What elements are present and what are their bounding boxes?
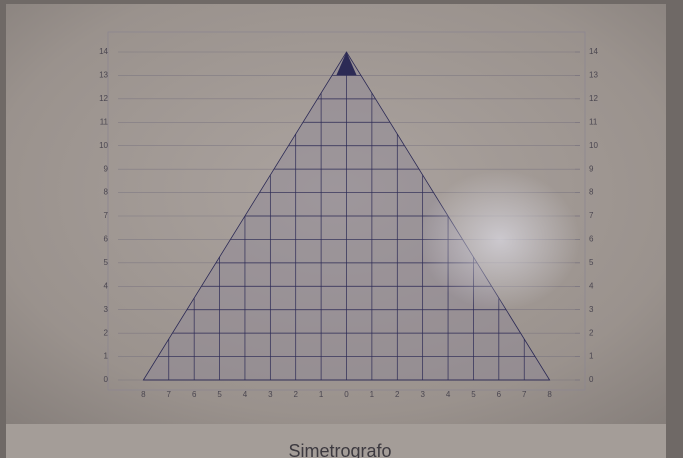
y2-tick-label: 3 — [589, 305, 594, 314]
y-tick-label: 10 — [99, 141, 108, 150]
x-tick-label: 6 — [192, 390, 197, 399]
x-tick-label: 8 — [547, 390, 552, 399]
glare — [420, 170, 580, 310]
y-tick-label: 7 — [104, 211, 109, 220]
x-tick-label: 6 — [497, 390, 502, 399]
x-tick-label: 0 — [344, 390, 349, 399]
x-tick-label: 5 — [217, 390, 222, 399]
y-tick-label: 13 — [99, 71, 108, 80]
x-tick-label: 1 — [319, 390, 324, 399]
x-tick-label: 8 — [141, 390, 146, 399]
y-tick-label: 9 — [104, 164, 109, 173]
x-tick-label: 5 — [471, 390, 476, 399]
y2-tick-label: 12 — [589, 94, 598, 103]
y-tick-label: 11 — [100, 117, 109, 126]
x-tick-label: 2 — [293, 390, 298, 399]
y2-tick-label: 6 — [589, 235, 594, 244]
y2-tick-label: 4 — [589, 281, 594, 290]
x-tick-label: 3 — [268, 390, 273, 399]
y2-tick-label: 0 — [589, 375, 594, 384]
y2-tick-label: 13 — [589, 71, 598, 80]
y-tick-label: 5 — [104, 258, 109, 267]
y-tick-label: 12 — [99, 94, 108, 103]
y2-tick-label: 1 — [589, 352, 594, 361]
y-tick-label: 1 — [104, 352, 109, 361]
y-tick-label: 0 — [104, 375, 109, 384]
x-tick-label: 1 — [370, 390, 375, 399]
x-tick-label: 7 — [167, 390, 172, 399]
y2-tick-label: 9 — [589, 164, 594, 173]
x-tick-label: 4 — [243, 390, 248, 399]
y-tick-label: 14 — [99, 47, 108, 56]
chart-title: Simetrografo — [288, 441, 391, 458]
y-tick-label: 8 — [104, 188, 109, 197]
y2-tick-label: 7 — [589, 211, 594, 220]
x-tick-label: 3 — [420, 390, 425, 399]
y2-tick-label: 8 — [589, 188, 594, 197]
x-tick-label: 2 — [395, 390, 400, 399]
y-tick-label: 4 — [104, 281, 109, 290]
y-tick-label: 2 — [104, 328, 109, 337]
y-tick-label: 6 — [104, 235, 109, 244]
y2-tick-label: 10 — [589, 141, 598, 150]
y-tick-label: 3 — [104, 305, 109, 314]
y2-tick-label: 14 — [589, 47, 598, 56]
y2-tick-label: 2 — [589, 328, 594, 337]
x-tick-label: 4 — [446, 390, 451, 399]
x-tick-label: 7 — [522, 390, 527, 399]
chart: 0123456789101112131401234567891011121314… — [0, 0, 683, 458]
y2-tick-label: 5 — [589, 258, 594, 267]
y2-tick-label: 11 — [589, 117, 598, 126]
